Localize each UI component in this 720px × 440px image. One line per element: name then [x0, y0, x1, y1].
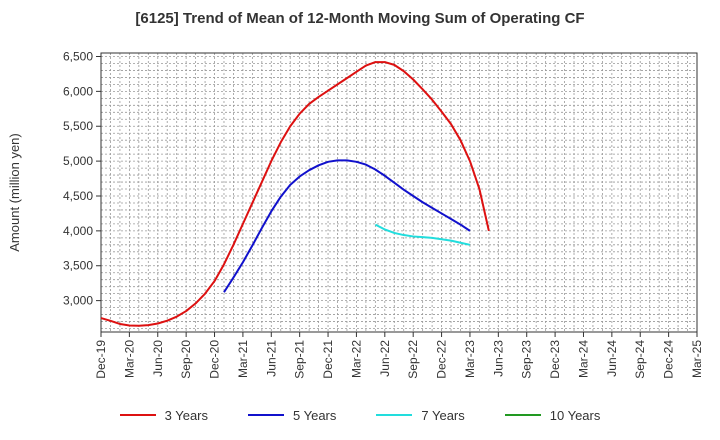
legend-label-7-years: 7 Years — [421, 407, 465, 423]
x-tick-label: Sep-20 — [179, 340, 193, 379]
x-tick-label: Dec-22 — [435, 340, 449, 379]
axes: 3,000 3,500 4,000 4,500 5,000 5,500 6,000 6,500… — [63, 49, 704, 378]
x-tick-label: Mar-22 — [349, 340, 363, 378]
x-tick-label: Jun-21 — [264, 340, 278, 377]
legend-label-3-years: 3 Years — [164, 407, 208, 423]
x-tick-label: Sep-23 — [520, 340, 534, 379]
x-tick-label: Jun-20 — [151, 340, 165, 377]
x-tick-label: Sep-21 — [293, 340, 307, 379]
series-layer — [100, 61, 490, 327]
x-tick-label: Mar-21 — [236, 340, 250, 378]
legend-swatch-7-years — [376, 414, 413, 416]
y-tick-label: 4,000 — [63, 224, 93, 238]
y-tick-label: 5,500 — [63, 119, 93, 133]
series-line-7-years — [374, 223, 471, 246]
plot-area — [101, 53, 697, 332]
x-tick-label: Mar-25 — [690, 340, 704, 378]
x-tick-label: Dec-21 — [321, 340, 335, 379]
x-tick-label: Mar-20 — [122, 340, 136, 378]
series-line-3-years — [100, 61, 490, 327]
y-tick-label: 3,500 — [63, 259, 93, 273]
legend-label-10-years: 10 Years — [549, 407, 601, 423]
x-tick-label: Jun-24 — [605, 340, 619, 377]
legend-swatch-5-years — [248, 414, 284, 416]
legend-item-7-years: 7 Years — [376, 405, 465, 425]
y-tick-label: 6,500 — [63, 49, 93, 63]
y-tick-label: 6,000 — [63, 84, 93, 98]
legend-swatch-3-years — [119, 414, 156, 416]
legend-label-5-years: 5 Years — [293, 407, 337, 423]
y-tick-label: 5,000 — [63, 154, 93, 168]
plot-frame — [100, 52, 698, 333]
x-tick-label: Mar-24 — [576, 340, 590, 378]
y-axis-label: Amount (million yen) — [7, 133, 22, 252]
x-tick-label: Dec-20 — [208, 340, 222, 379]
x-tick-label: Sep-22 — [406, 340, 420, 379]
legend-item-10-years: 10 Years — [504, 405, 601, 425]
x-tick-label: Jun-23 — [491, 340, 505, 377]
legend-item-3-years: 3 Years — [119, 405, 208, 425]
legend-item-5-years: 5 Years — [248, 405, 336, 425]
x-tick-label: Dec-23 — [548, 340, 562, 379]
series-line-5-years — [223, 159, 471, 293]
x-tick-label: Mar-23 — [463, 340, 477, 378]
y-tick-label: 3,000 — [63, 294, 93, 308]
y-tick-label: 4,500 — [63, 189, 93, 203]
x-tick-label: Sep-24 — [633, 340, 647, 379]
chart-title: [6125] Trend of Mean of 12-Month Moving … — [135, 10, 585, 27]
legend: 3 Years 5 Years 7 Years 10 Years — [0, 405, 720, 425]
legend-swatch-10-years — [504, 414, 541, 416]
x-tick-label: Dec-24 — [662, 340, 676, 379]
x-tick-label: Dec-19 — [94, 340, 108, 379]
x-tick-label: Jun-22 — [378, 340, 392, 377]
